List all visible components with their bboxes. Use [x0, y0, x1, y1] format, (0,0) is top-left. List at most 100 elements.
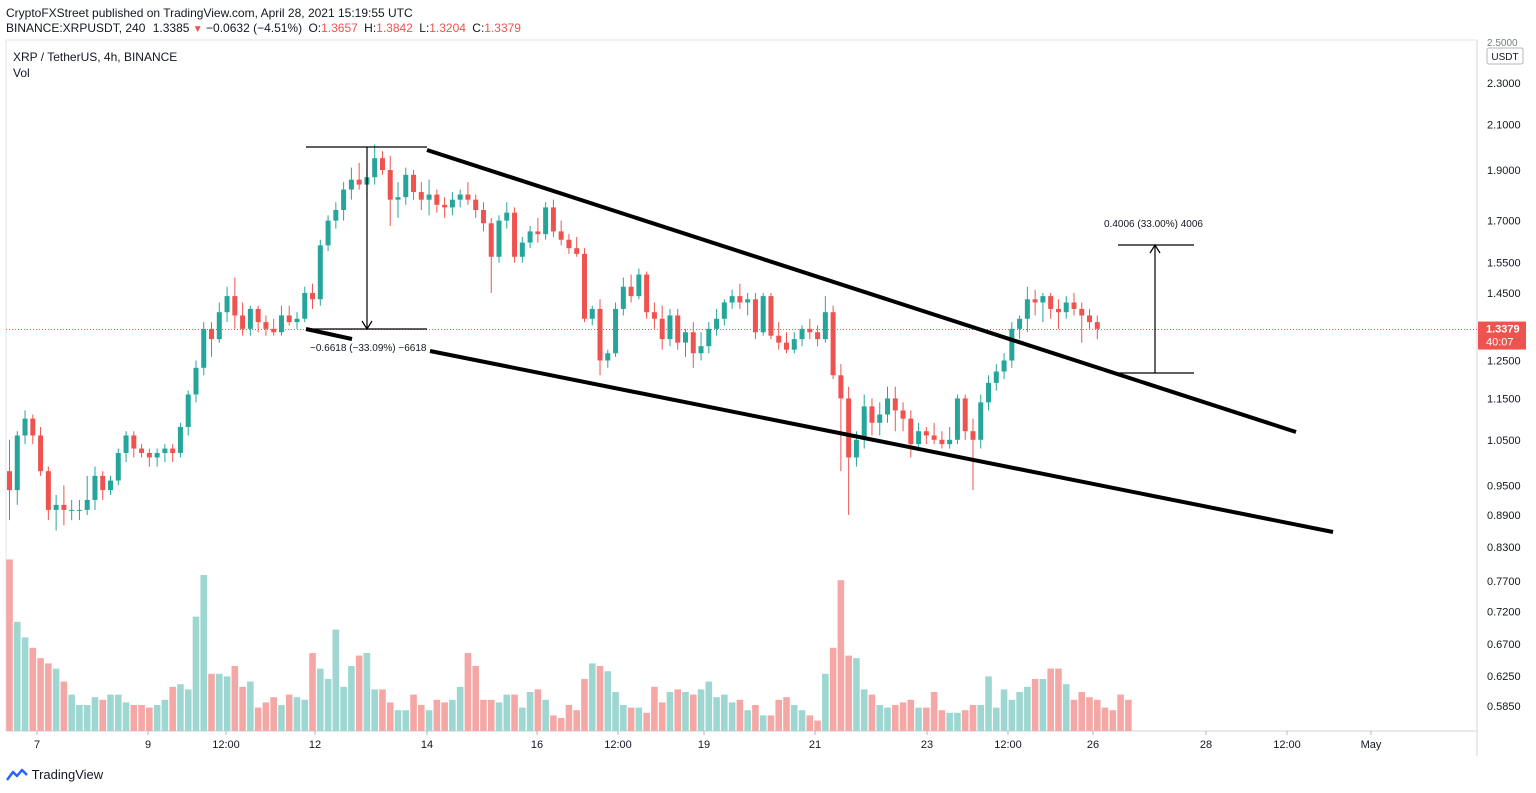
rise-measure-tool[interactable]: 0.4006 (33.00%) 4006 [1104, 219, 1203, 374]
price-tick-label: 0.5850 [1487, 701, 1521, 713]
volume-bar [239, 686, 246, 731]
time-tick-label: 7 [34, 739, 40, 751]
volume-bar [37, 658, 44, 731]
candle-body [131, 435, 137, 449]
volume-bar [254, 707, 262, 731]
volume-bar [247, 681, 254, 731]
price-tick-label: 1.7000 [1487, 216, 1521, 228]
close-value: 1.3379 [484, 21, 521, 35]
candle-body [978, 402, 984, 440]
volume-bar [542, 699, 549, 731]
candle-body [341, 189, 347, 211]
volume-bar [814, 720, 821, 731]
volume-bar [651, 686, 658, 731]
volume-bar [557, 718, 565, 731]
candle-body [216, 312, 222, 340]
candle-body [294, 318, 300, 323]
volume-bar [76, 705, 83, 731]
volume-bar [480, 699, 487, 731]
candle-body [900, 410, 906, 419]
volume-bar [52, 668, 60, 731]
wedge-upper-trendline[interactable] [426, 148, 1297, 434]
candle-body [403, 174, 409, 198]
price-tick-label: 1.4500 [1487, 288, 1521, 300]
candle-body [22, 418, 28, 436]
candle-body [931, 435, 937, 440]
volume-bar [588, 663, 596, 731]
candle-body [201, 328, 207, 368]
candle-body [923, 431, 929, 436]
volume-bar [29, 647, 37, 731]
volume-bar [744, 710, 751, 731]
volume-bar [534, 689, 542, 731]
plot-frame [5, 39, 1478, 732]
candle-body [1079, 308, 1085, 316]
candle-body [333, 210, 339, 221]
volume-bar [107, 694, 114, 731]
volume-bar [161, 699, 169, 731]
rise-measure-label: 0.4006 (33.00%) 4006 [1104, 219, 1203, 230]
volume-bar [60, 681, 68, 731]
volume-bar [783, 697, 790, 731]
candle-body [1009, 328, 1015, 361]
publish-header: CryptoFXStreet published on TradingView.… [0, 0, 1536, 40]
volume-bar [713, 697, 720, 731]
candle-body [263, 322, 269, 329]
candle-body [395, 197, 401, 200]
volume-bar [519, 707, 526, 731]
close-label: C: [472, 21, 485, 35]
low-label: L: [419, 21, 430, 35]
candle-body [605, 353, 611, 361]
candle-body [1017, 318, 1023, 329]
volume-bar [612, 692, 619, 731]
candle-body [729, 296, 735, 303]
candle-body [846, 398, 852, 458]
volume-bars [6, 559, 1132, 731]
candle-body [791, 339, 797, 350]
price-tick-label: 2.3000 [1487, 78, 1521, 90]
volume-bar [464, 653, 472, 731]
price-tick-label: 1.5500 [1487, 258, 1521, 270]
volume-bar [969, 705, 977, 731]
candle-body [613, 308, 619, 354]
volume-bar [806, 715, 814, 731]
tradingview-branding[interactable]: TradingView [6, 766, 103, 786]
volume-bar [301, 699, 309, 731]
candle-body [100, 475, 106, 491]
candle-body [706, 328, 712, 347]
candle-body [574, 248, 580, 254]
time-tick-label: 28 [1200, 739, 1212, 751]
wedge-lower-trendline[interactable] [429, 349, 1334, 534]
candle-body [1024, 299, 1030, 319]
volume-bar [293, 697, 301, 731]
price-tick-label: 0.7200 [1487, 606, 1521, 618]
time-axis[interactable]: 7 9 12:00 12 14 16 12:00 19 21 23 12:00 26 28 12:00 Ma… [34, 731, 1382, 751]
last-price-badge [1478, 321, 1526, 350]
candle-body [1032, 299, 1038, 303]
volume-bar [169, 686, 176, 731]
volume-bar [938, 710, 946, 731]
volume-bar [363, 653, 371, 731]
time-tick-label: May [1361, 739, 1382, 751]
volume-bar [503, 694, 511, 731]
short-support-line [305, 327, 353, 341]
time-tick-label: 9 [145, 739, 151, 751]
candle-body [325, 220, 331, 246]
drop-measure-tool[interactable]: −0.6618 (−33.09%) −6618 [306, 146, 427, 354]
candle-body [434, 194, 440, 205]
volume-bar [332, 629, 340, 731]
volume-bar [573, 710, 581, 731]
volume-bar [441, 702, 448, 731]
candle-body [737, 296, 743, 303]
volume-bar [1031, 679, 1039, 731]
time-tick-label: 23 [921, 739, 933, 751]
volume-bar [946, 712, 953, 731]
volume-bar [620, 705, 627, 731]
volume-bar [868, 694, 876, 731]
price-axis[interactable]: 2.5000 2.3000 2.1000 1.9000 1.7000 1.5500 1.45… [1487, 38, 1521, 713]
candle-body [240, 315, 246, 329]
currency-badge[interactable] [1486, 47, 1524, 65]
volume-bar [1008, 699, 1016, 731]
volume-bar [511, 694, 518, 731]
